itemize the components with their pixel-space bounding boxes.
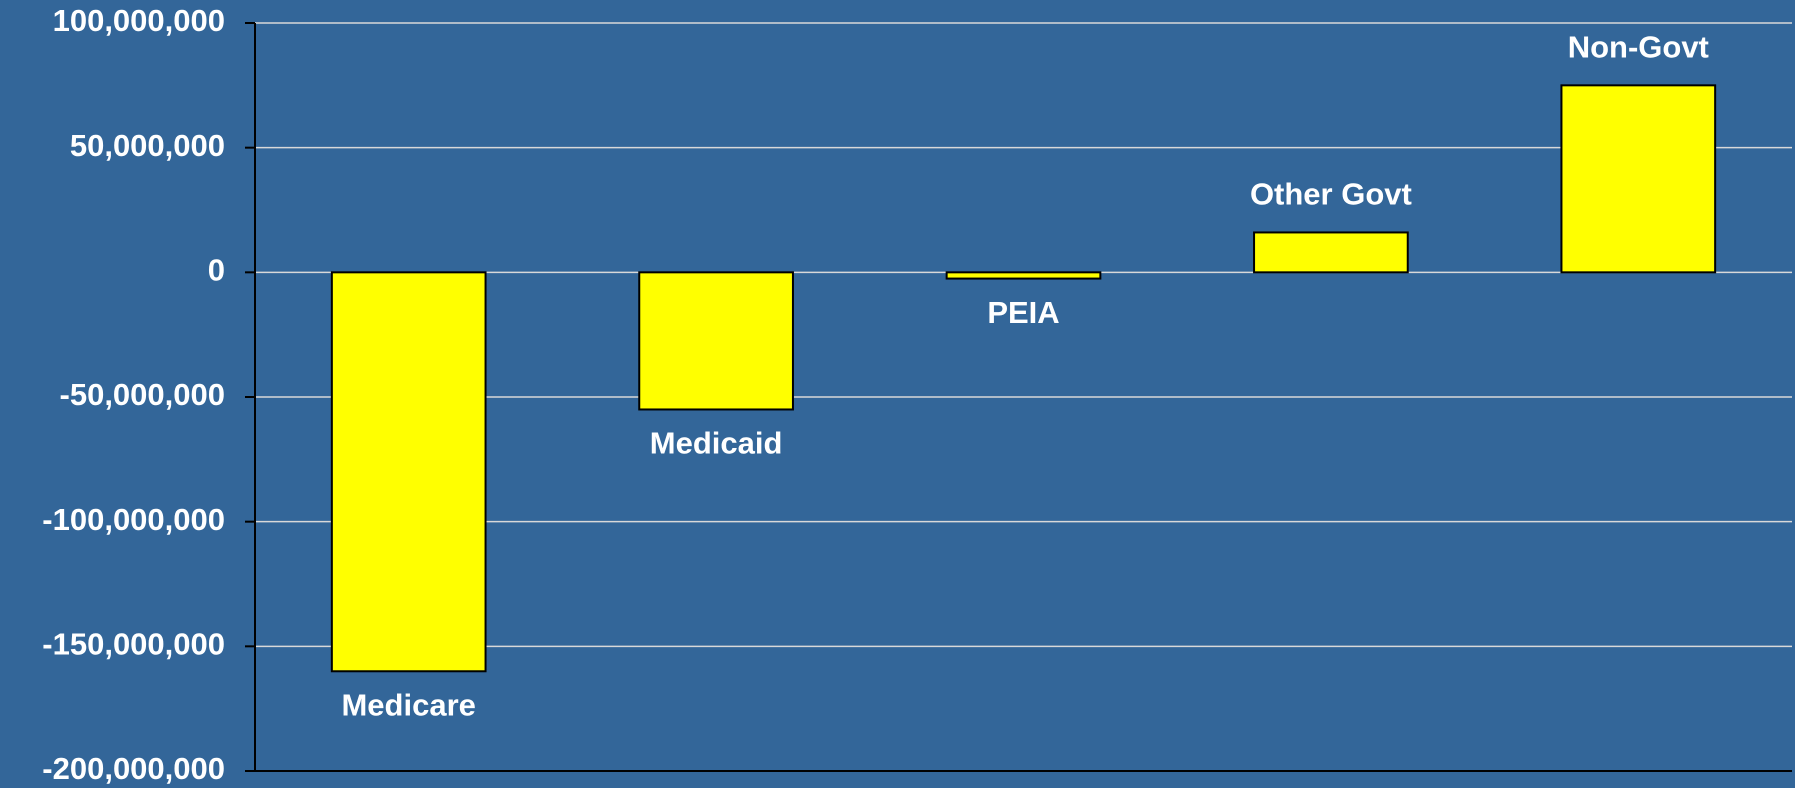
- bar: [330, 271, 487, 673]
- category-label: Medicaid: [650, 426, 783, 461]
- bar: [1253, 231, 1409, 274]
- category-label: Non-Govt: [1568, 30, 1709, 65]
- category-label: Other Govt: [1250, 177, 1412, 212]
- y-tick-label: 50,000,000: [70, 128, 225, 163]
- y-tick-label: -150,000,000: [42, 627, 225, 662]
- bar: [1560, 84, 1717, 274]
- y-tick-label: -50,000,000: [60, 377, 225, 412]
- y-tick-label: -200,000,000: [42, 751, 225, 786]
- category-label: Medicare: [341, 687, 475, 722]
- bar: [945, 271, 1102, 280]
- y-tick-label: 0: [208, 253, 225, 288]
- category-label: PEIA: [987, 295, 1059, 330]
- y-tick-label: 100,000,000: [53, 3, 225, 38]
- bar: [638, 271, 794, 411]
- y-tick-label: -100,000,000: [42, 502, 225, 537]
